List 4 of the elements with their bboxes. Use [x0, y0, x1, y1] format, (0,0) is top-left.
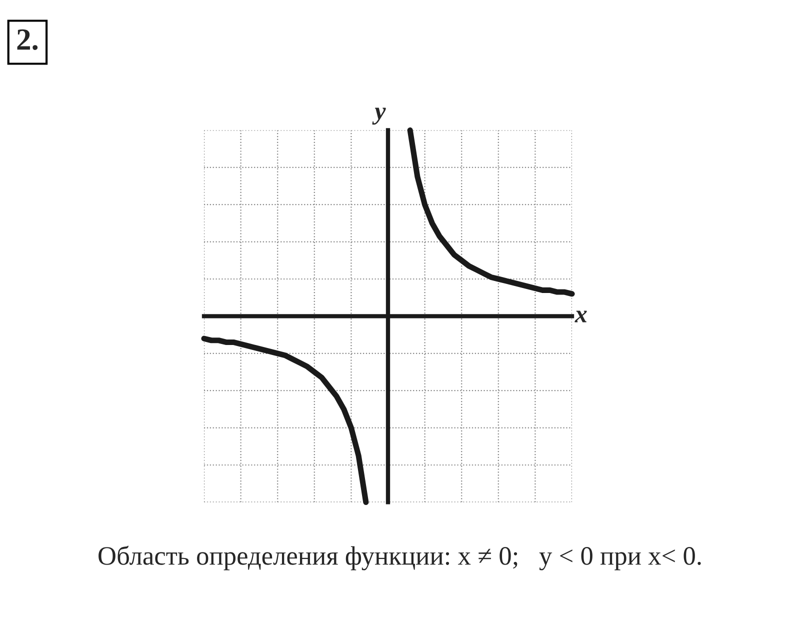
chart-title: 2. [17, 29, 38, 50]
text: Область определения функции: x ≠ 0; y < 0 при x< 0. [98, 546, 701, 570]
x-axis-title: x [574, 310, 587, 322]
y-axis-title: y [372, 108, 386, 125]
